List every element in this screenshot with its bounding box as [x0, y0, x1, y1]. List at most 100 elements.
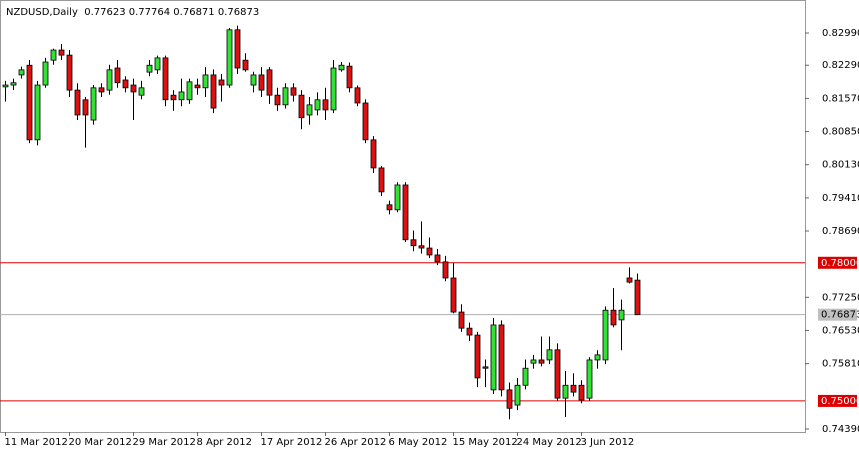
candle-body	[522, 367, 529, 386]
candle-body	[410, 239, 417, 247]
x-tick-label: 11 Mar 2012	[5, 437, 68, 448]
candle-body	[138, 87, 145, 96]
level-line-label: 0.75000	[821, 396, 859, 407]
candle-body	[18, 69, 25, 76]
candle-body	[74, 89, 81, 116]
candle-body	[322, 99, 329, 111]
candle-body	[490, 324, 497, 391]
candle-body	[122, 79, 129, 89]
candle-body	[626, 277, 633, 283]
candle-body	[426, 247, 433, 256]
candle-body	[506, 389, 513, 409]
candle-body	[458, 311, 465, 329]
candle-body	[178, 91, 185, 101]
candle-body	[570, 384, 577, 393]
last-price-line-label: 0.76873	[821, 310, 859, 321]
x-tick-label: 26 Apr 2012	[325, 437, 387, 448]
candle-body	[82, 99, 89, 116]
candle-body	[498, 324, 505, 391]
candle-body	[114, 67, 121, 84]
candle-body	[194, 84, 201, 89]
candle-body	[10, 82, 17, 86]
candle-body	[562, 384, 569, 399]
x-tick-label: 3 Jun 2012	[581, 437, 635, 448]
candle-body	[146, 64, 153, 73]
candle-body	[170, 94, 177, 101]
candle-body	[314, 99, 321, 111]
candle-body	[290, 87, 297, 96]
candle-body	[50, 49, 57, 61]
candle-body	[250, 74, 257, 86]
candle-body	[202, 74, 209, 89]
candle-body	[354, 87, 361, 104]
candle-body	[330, 67, 337, 111]
candle-body	[90, 87, 97, 121]
candle-body	[34, 84, 41, 141]
candle-body	[442, 261, 449, 279]
candle-body	[578, 384, 585, 401]
candle-body	[2, 84, 9, 88]
x-tick-label: 15 May 2012	[453, 437, 518, 448]
candle-body	[130, 84, 137, 93]
candle-body	[594, 354, 601, 361]
candle-body	[482, 366, 489, 369]
candle-body	[474, 334, 481, 379]
candle-body	[394, 184, 401, 211]
candle-body	[338, 64, 345, 71]
candle-body	[450, 277, 457, 313]
x-tick-label: 20 Mar 2012	[69, 437, 132, 448]
candle-body	[586, 359, 593, 399]
level-line-box	[818, 394, 857, 407]
candle-body	[210, 74, 217, 109]
candle-body	[602, 309, 609, 361]
candle-body	[554, 349, 561, 399]
candle-body	[218, 79, 225, 86]
candle-body	[346, 65, 353, 89]
candle-body	[242, 59, 249, 71]
candle-body	[418, 245, 425, 249]
level-line-box	[818, 256, 857, 269]
x-tick-label: 29 Mar 2012	[133, 437, 196, 448]
candle-body	[274, 94, 281, 106]
candle-body	[98, 87, 105, 93]
candle-body	[66, 54, 73, 91]
candle-body	[362, 102, 369, 141]
candle-body	[386, 204, 393, 211]
candle-body	[298, 94, 305, 119]
candle-body	[370, 139, 377, 169]
level-line-label: 0.78000	[821, 258, 859, 269]
candle-body	[538, 359, 545, 364]
candle-body	[530, 359, 537, 364]
candle-body	[634, 279, 641, 316]
candle-body	[42, 61, 49, 86]
candle-body	[266, 69, 273, 96]
chart-title: NZDUSD,Daily 0.77623 0.77764 0.76871 0.7…	[6, 7, 259, 18]
candle-body	[226, 29, 233, 86]
candle-body	[618, 309, 625, 321]
candle-body	[234, 29, 241, 69]
last-price-line-box	[818, 308, 857, 321]
x-tick-label: 17 Apr 2012	[261, 437, 323, 448]
candle-body	[546, 349, 553, 361]
candle-body	[402, 184, 409, 241]
candle-body	[434, 254, 441, 263]
candle-body	[514, 384, 521, 406]
x-tick-label: 8 Apr 2012	[197, 437, 252, 448]
candle-body	[154, 57, 161, 71]
x-tick-label: 24 May 2012	[517, 437, 582, 448]
candle-body	[610, 309, 617, 326]
candle-body	[306, 104, 313, 116]
candle-body	[106, 69, 113, 91]
